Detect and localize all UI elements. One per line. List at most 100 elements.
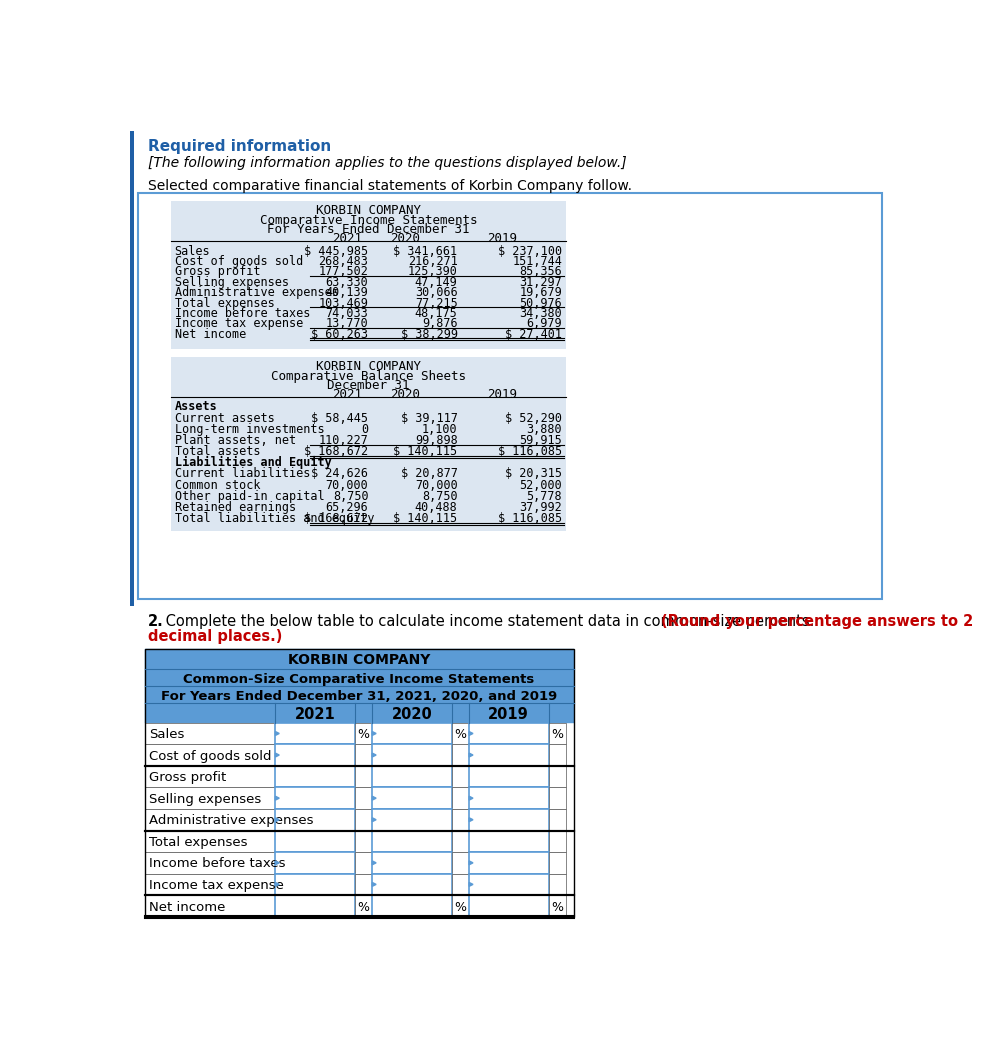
Text: Long-term investments: Long-term investments [175,422,324,436]
Bar [549,895,566,917]
Bar [275,766,355,788]
Text: $ 140,115: $ 140,115 [394,512,457,525]
Bar [469,809,549,830]
Bar [355,788,372,809]
Text: 2021: 2021 [332,389,362,401]
Text: For Years Ended December 31, 2021, 2020, and 2019: For Years Ended December 31, 2021, 2020,… [161,690,558,702]
Text: 40,139: 40,139 [326,286,369,299]
Text: $ 60,263: $ 60,263 [311,327,369,341]
Bar [549,722,566,744]
Bar [469,788,549,809]
Bar [452,830,469,852]
Text: 40,488: 40,488 [414,501,457,514]
Text: Income before taxes: Income before taxes [149,857,285,870]
Bar [372,788,452,809]
Bar [275,873,355,895]
Bar [469,873,549,895]
Text: 63,330: 63,330 [326,276,369,288]
Bar [549,744,566,766]
Text: Liabilities and Equity: Liabilities and Equity [175,456,331,469]
Bar [275,852,355,873]
Bar [452,873,469,895]
Bar [372,852,452,873]
Polygon shape [372,817,376,822]
Text: 0: 0 [361,422,369,436]
Text: Comparative Income Statements: Comparative Income Statements [259,213,477,227]
Bar [549,830,566,852]
Text: Current assets: Current assets [175,412,274,425]
Bar [469,895,549,917]
Bar [355,744,372,766]
Bar [145,648,574,917]
Bar [372,830,452,852]
Text: 2021: 2021 [294,708,335,722]
Text: 74,033: 74,033 [326,307,369,320]
Text: 2020: 2020 [390,232,419,245]
Text: $ 168,672: $ 168,672 [304,512,369,525]
Bar [275,895,355,917]
Text: 50,976: 50,976 [520,297,563,309]
Bar [549,766,566,788]
Text: 151,744: 151,744 [512,254,563,268]
Text: Selected comparative financial statements of Korbin Company follow.: Selected comparative financial statement… [147,180,631,193]
Text: Required information: Required information [147,139,331,154]
Bar [138,193,883,599]
Text: 65,296: 65,296 [326,501,369,514]
Bar [355,873,372,895]
Text: 1,100: 1,100 [421,422,457,436]
Text: %: % [454,728,466,741]
Text: 2020: 2020 [392,708,432,722]
Text: $ 168,672: $ 168,672 [304,446,369,458]
Text: $ 341,661: $ 341,661 [394,245,457,258]
Text: Selling expenses: Selling expenses [175,276,288,288]
Bar [275,788,355,809]
Bar [355,809,372,830]
Text: 99,898: 99,898 [414,434,457,447]
Text: decimal places.): decimal places.) [147,628,282,644]
Polygon shape [469,883,473,886]
Bar [372,895,452,917]
Bar [355,722,372,744]
Text: Total expenses: Total expenses [149,836,248,849]
Text: 110,227: 110,227 [318,434,369,447]
Text: Net income: Net income [175,327,246,341]
Text: 77,215: 77,215 [414,297,457,309]
Text: 6,979: 6,979 [527,317,563,331]
Text: $ 116,085: $ 116,085 [498,446,563,458]
Bar [275,830,355,852]
Bar [452,788,469,809]
Text: 8,750: 8,750 [333,490,369,503]
Bar [275,722,355,744]
Text: 47,149: 47,149 [414,276,457,288]
Bar [452,766,469,788]
Text: KORBIN COMPANY: KORBIN COMPANY [288,654,430,667]
Text: Comparative Balance Sheets: Comparative Balance Sheets [271,370,466,382]
Polygon shape [275,861,279,865]
Bar [355,830,372,852]
Text: 125,390: 125,390 [408,265,457,279]
Text: 52,000: 52,000 [520,478,563,492]
Text: 2019: 2019 [488,708,529,722]
Text: 34,380: 34,380 [520,307,563,320]
Text: %: % [552,728,564,741]
Text: Common-Size Comparative Income Statements: Common-Size Comparative Income Statement… [184,673,535,685]
Text: $ 24,626: $ 24,626 [311,468,369,480]
Polygon shape [372,883,376,886]
Text: Sales: Sales [149,728,185,741]
Bar [549,809,566,830]
Text: 19,679: 19,679 [520,286,563,299]
Text: Total expenses: Total expenses [175,297,274,309]
Text: %: % [358,728,370,741]
Text: $ 38,299: $ 38,299 [401,327,457,341]
Polygon shape [469,796,473,800]
Text: Administrative expenses: Administrative expenses [175,286,339,299]
Polygon shape [275,883,279,886]
Bar [145,648,574,668]
Bar [145,895,275,917]
Bar [355,766,372,788]
Text: 70,000: 70,000 [326,478,369,492]
Bar [549,852,566,873]
Text: 177,502: 177,502 [318,265,369,279]
Text: Total liabilities and equity: Total liabilities and equity [175,512,374,525]
Text: $ 445,985: $ 445,985 [304,245,369,258]
